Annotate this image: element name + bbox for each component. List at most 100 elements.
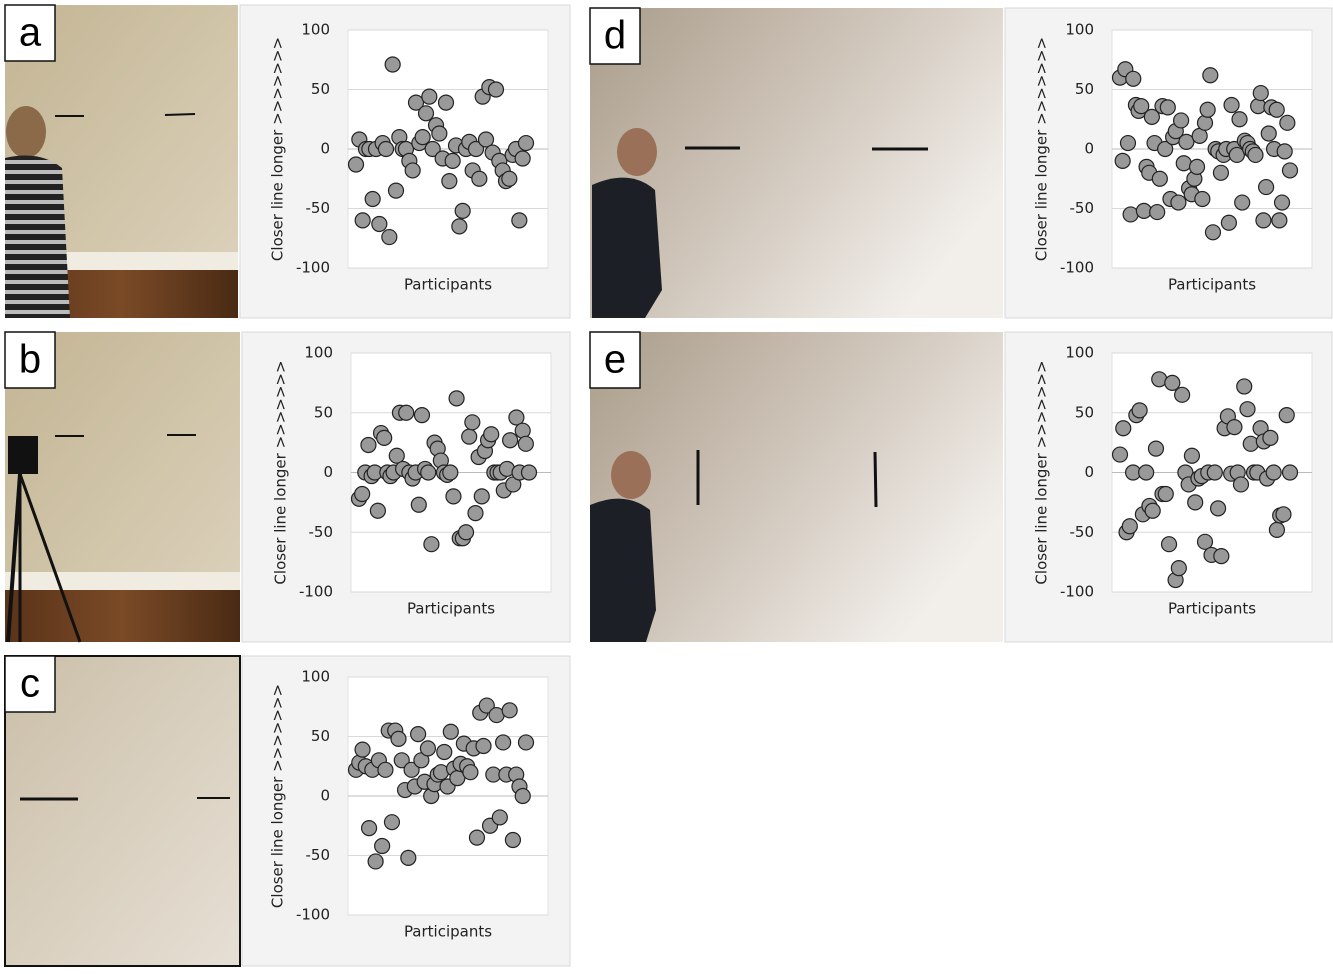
- data-point: [520, 464, 538, 481]
- x-axis-label: Participants: [404, 923, 492, 941]
- data-point: [1273, 194, 1291, 211]
- data-point: [1260, 125, 1277, 142]
- data-point: [410, 726, 427, 743]
- data-point: [393, 752, 410, 769]
- data-point: [423, 536, 440, 553]
- data-point: [473, 488, 490, 505]
- data-point: [424, 140, 441, 158]
- data-point: [420, 464, 437, 481]
- panel-label: c: [20, 662, 40, 706]
- data-point: [1188, 158, 1206, 175]
- data-point: [376, 429, 393, 446]
- data-point: [1194, 190, 1211, 208]
- data-point: [1157, 485, 1174, 503]
- data-point: [390, 730, 407, 747]
- data-point: [1114, 152, 1131, 169]
- data-point: [1252, 84, 1269, 102]
- photo: [590, 332, 1003, 642]
- data-point: [1232, 476, 1250, 493]
- data-point: [495, 734, 512, 751]
- data-point: [454, 202, 471, 219]
- data-point: [1151, 170, 1168, 187]
- data-point: [407, 94, 425, 111]
- data-point: [1183, 447, 1201, 464]
- data-point: [1170, 194, 1187, 211]
- y-tick-label: 100: [304, 344, 333, 362]
- data-point: [1175, 155, 1192, 172]
- panel-label: b: [19, 338, 41, 382]
- data-point: [1115, 420, 1132, 437]
- y-axis-label: Closer line longer >>>>>>>: [1033, 360, 1051, 584]
- data-point: [442, 723, 459, 740]
- data-point: [1213, 548, 1230, 565]
- x-axis-label: Participants: [407, 600, 495, 618]
- data-point: [371, 215, 388, 233]
- data-point: [431, 125, 448, 142]
- data-point: [1122, 206, 1139, 223]
- y-axis-label: Closer line longer >>>>>>>: [269, 37, 287, 261]
- data-point: [1125, 70, 1142, 87]
- data-point: [1236, 378, 1253, 395]
- y-axis-label: Closer line longer >>>>>>>: [269, 684, 287, 908]
- data-point: [367, 853, 384, 870]
- data-point: [517, 134, 535, 152]
- data-point: [442, 464, 459, 481]
- y-tick-label: -50: [1070, 199, 1095, 217]
- data-point: [377, 761, 394, 778]
- data-point: [436, 743, 453, 761]
- data-point: [1119, 134, 1137, 152]
- data-point: [360, 820, 378, 837]
- data-point: [1278, 407, 1295, 424]
- data-point: [1147, 440, 1165, 457]
- data-point: [1199, 101, 1216, 118]
- data-point: [514, 422, 531, 439]
- x-axis-label: Participants: [404, 276, 492, 294]
- y-tick-label: -100: [299, 583, 333, 601]
- data-point: [354, 212, 371, 229]
- panel-label: e: [604, 338, 626, 382]
- panel-label-box: [4, 4, 56, 62]
- x-axis-label: Participants: [1168, 600, 1256, 618]
- data-point: [417, 105, 435, 122]
- data-point: [1202, 67, 1219, 84]
- data-point: [464, 414, 481, 431]
- data-point: [1178, 133, 1195, 150]
- data-point: [1121, 518, 1138, 535]
- data-point: [514, 787, 531, 805]
- data-point: [1196, 533, 1214, 550]
- data-point: [1187, 494, 1204, 511]
- y-tick-label: 50: [314, 403, 333, 421]
- data-point: [374, 837, 391, 855]
- panel-label-box: [4, 331, 56, 389]
- data-point: [1276, 143, 1293, 160]
- data-point: [491, 809, 508, 826]
- y-tick-label: -100: [296, 906, 330, 924]
- data-point: [451, 218, 468, 235]
- data-point: [1138, 464, 1155, 481]
- y-tick-label: 0: [1084, 140, 1094, 158]
- data-point: [410, 496, 427, 513]
- data-point: [1275, 506, 1292, 523]
- data-point: [1143, 108, 1160, 125]
- data-point: [501, 170, 518, 187]
- data-point: [1271, 212, 1288, 229]
- data-point: [1228, 146, 1245, 164]
- data-point: [384, 56, 401, 73]
- data-point: [1164, 374, 1181, 391]
- data-point: [1220, 214, 1238, 231]
- data-point: [448, 390, 465, 407]
- data-point: [467, 505, 484, 522]
- data-point: [467, 140, 485, 158]
- data-point: [457, 524, 475, 541]
- data-point: [1234, 194, 1251, 211]
- data-point: [475, 737, 492, 755]
- data-point: [398, 404, 415, 421]
- data-point: [477, 131, 495, 148]
- data-point: [1131, 402, 1148, 419]
- photo: [590, 8, 1003, 318]
- data-point: [514, 150, 531, 167]
- data-point: [483, 426, 500, 443]
- y-tick-label: -50: [306, 846, 331, 864]
- data-point: [387, 182, 405, 199]
